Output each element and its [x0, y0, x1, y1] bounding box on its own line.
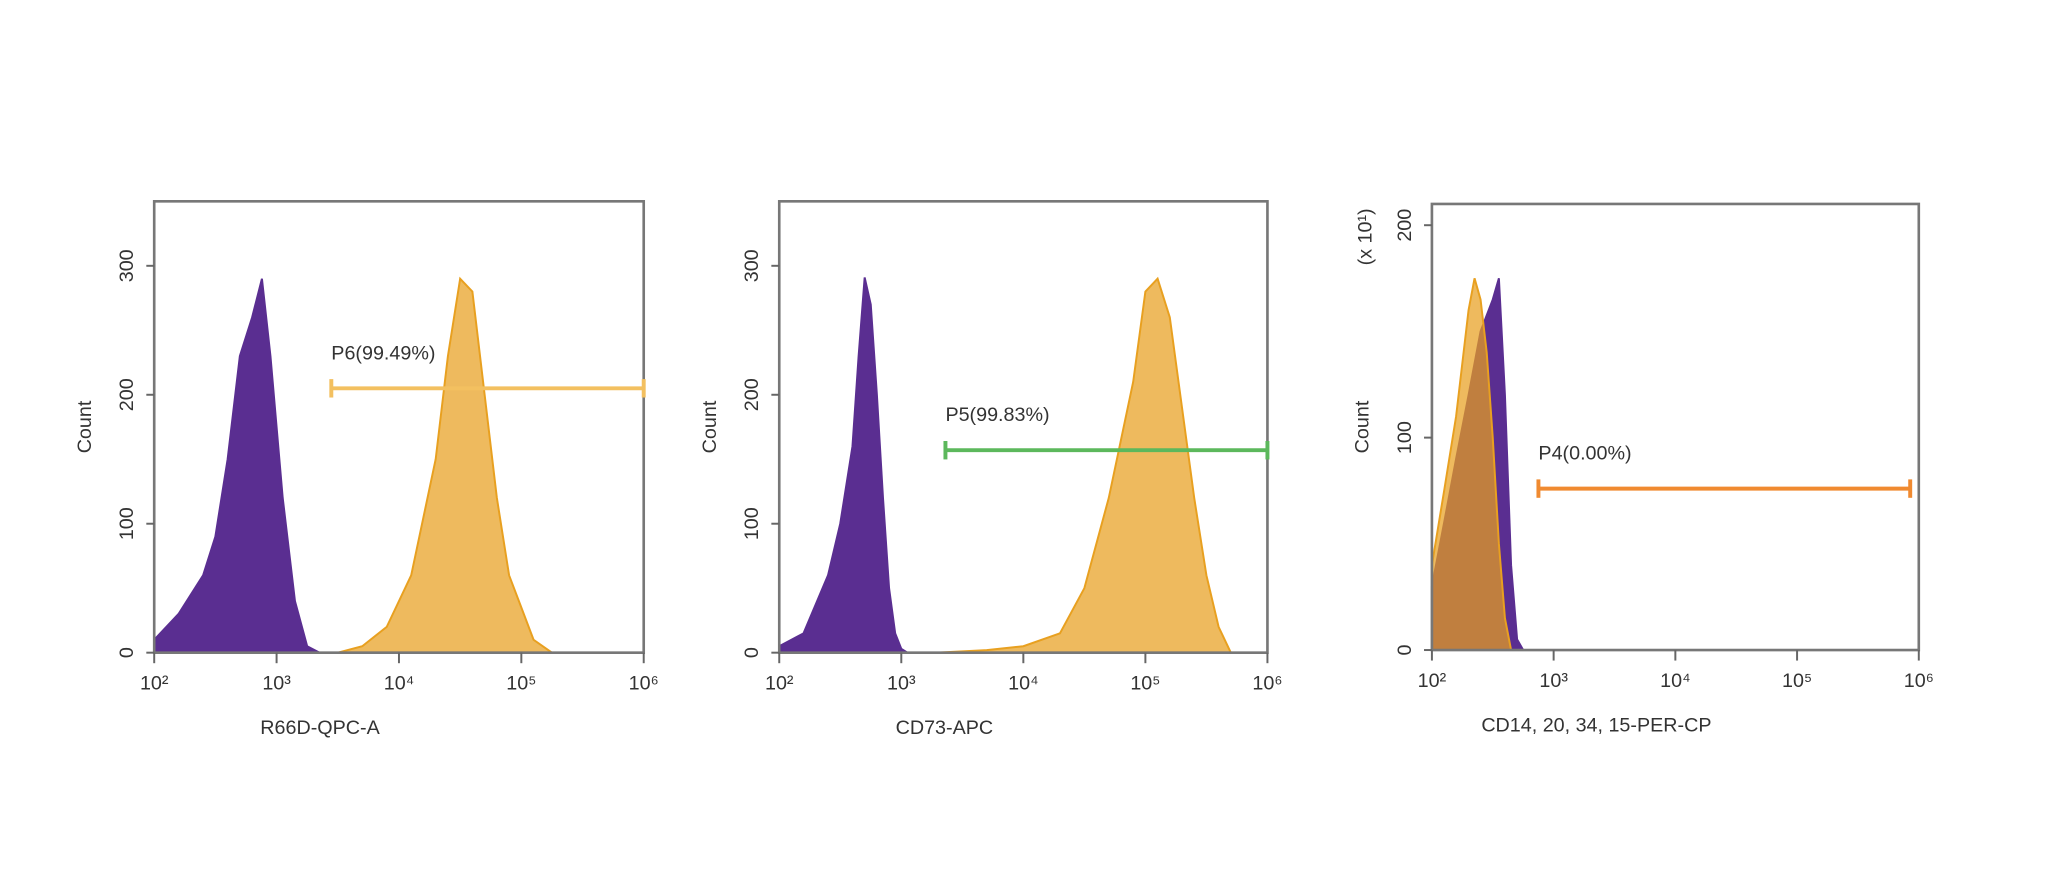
- y-tick-label: 200: [741, 378, 763, 411]
- histogram: [153, 278, 320, 654]
- x-tick-label: 10²: [1418, 670, 1447, 692]
- x-tick-label: 10⁵: [506, 672, 536, 694]
- y-axis-label: Count: [74, 400, 96, 453]
- gate-label: P4(0.00%): [1538, 443, 1631, 465]
- y-axis-unit: (x 10¹): [1354, 208, 1376, 265]
- x-axis-label: R66D-QPC-A: [260, 717, 380, 739]
- x-axis-label: CD14, 20, 34, 15-PER-CP: [1481, 715, 1711, 737]
- plot-area: [1431, 203, 1919, 651]
- y-tick-label: 200: [116, 378, 138, 411]
- x-tick-label: 10⁵: [1130, 672, 1160, 694]
- x-tick-label: 10³: [262, 672, 291, 694]
- x-tick-label: 10⁴: [1660, 670, 1690, 692]
- y-axis-label: Count: [699, 400, 721, 453]
- x-tick-label: 10³: [887, 672, 916, 694]
- gate-label: P5(99.83%): [945, 404, 1049, 426]
- x-tick-label: 10²: [140, 672, 169, 694]
- y-tick-label: 300: [741, 249, 763, 282]
- y-tick-label: 0: [741, 647, 763, 658]
- x-tick-label: 10⁶: [1252, 672, 1282, 694]
- histogram: [778, 277, 911, 654]
- x-tick-label: 10⁶: [1904, 670, 1934, 692]
- y-tick-label: 100: [741, 507, 763, 540]
- y-axis-label: Count: [1352, 400, 1374, 453]
- x-axis-label: CD73-APC: [896, 717, 994, 739]
- x-tick-label: 10⁶: [629, 672, 659, 694]
- x-tick-label: 10³: [1539, 670, 1568, 692]
- y-tick-label: 200: [1394, 209, 1416, 242]
- histogram: [937, 276, 1233, 654]
- x-tick-label: 10⁵: [1782, 670, 1812, 692]
- x-tick-label: 10⁴: [1008, 672, 1038, 694]
- y-tick-label: 300: [116, 249, 138, 282]
- histogram: [337, 276, 556, 654]
- y-tick-label: 0: [1394, 645, 1416, 656]
- x-tick-label: 10⁴: [384, 672, 414, 694]
- x-tick-label: 10²: [765, 672, 794, 694]
- gate-label: P6(99.49%): [331, 342, 435, 364]
- y-tick-label: 100: [1394, 421, 1416, 454]
- y-tick-label: 100: [116, 507, 138, 540]
- y-tick-label: 0: [116, 647, 138, 658]
